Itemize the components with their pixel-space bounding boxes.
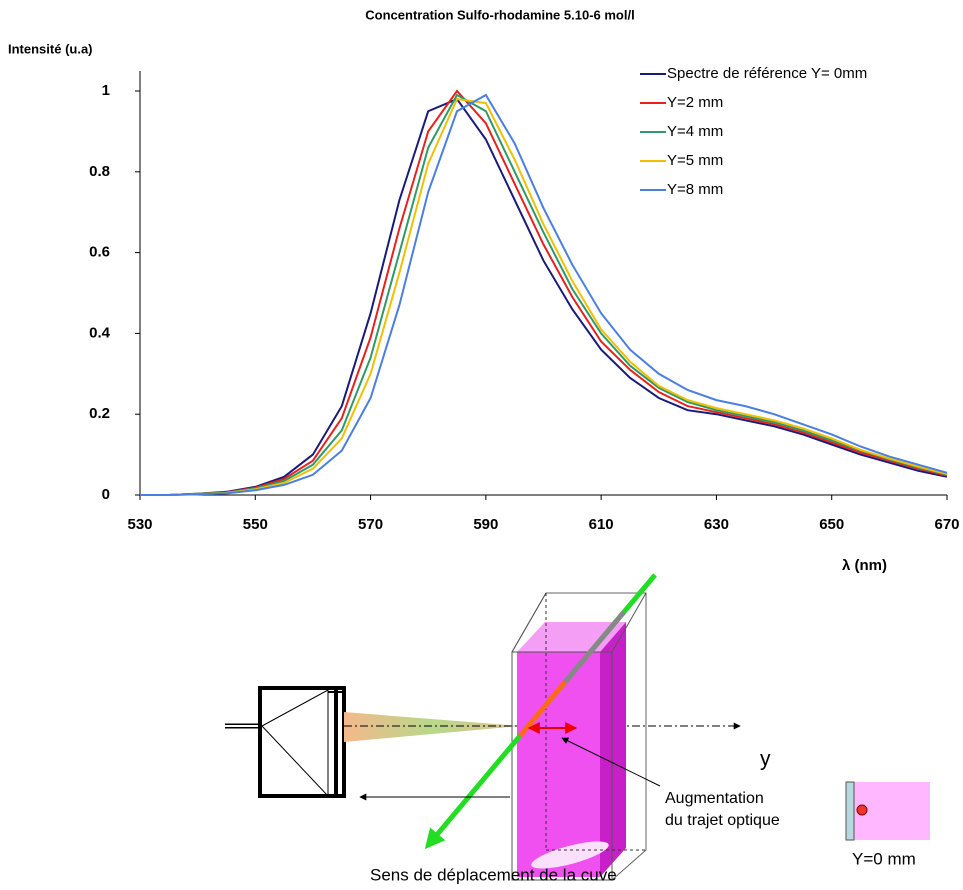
x-tick-label: 590 bbox=[473, 516, 498, 533]
inset-label: Y=0 mm bbox=[852, 849, 916, 868]
caption: Sens de déplacement de la cuve bbox=[370, 865, 617, 884]
diagram: y Augmentation du trajet optique Y=0 mm … bbox=[225, 573, 930, 884]
y-axis-label: Intensité (u.a) bbox=[8, 41, 93, 56]
legend-label: Y=4 mm bbox=[667, 123, 723, 140]
chart-title: Concentration Sulfo-rhodamine 5.10-6 mol… bbox=[365, 7, 634, 22]
y-tick-label: 0.4 bbox=[89, 324, 111, 341]
legend-label: Y=8 mm bbox=[667, 181, 723, 198]
x-tick-label: 610 bbox=[589, 516, 614, 533]
laser-path-lit bbox=[518, 680, 567, 738]
y-tick-label: 1 bbox=[102, 82, 110, 99]
x-tick-label: 550 bbox=[243, 516, 268, 533]
y-tick-label: 0.6 bbox=[89, 244, 110, 261]
series-line bbox=[140, 93, 948, 496]
inset-wall bbox=[845, 781, 855, 841]
y-tick-label: 0.8 bbox=[89, 163, 110, 180]
laser-path-grey bbox=[563, 610, 626, 684]
annotation: du trajet optique bbox=[665, 812, 780, 829]
annotation: Augmentation bbox=[665, 790, 764, 807]
x-axis-label: λ (nm) bbox=[842, 557, 887, 574]
camera-body bbox=[258, 686, 346, 798]
axis-y-label: y bbox=[760, 748, 771, 771]
edge bbox=[611, 592, 647, 653]
series-line bbox=[140, 98, 948, 496]
series-line bbox=[140, 93, 948, 496]
legend-label: Y=2 mm bbox=[667, 94, 723, 111]
plot: 0 0.2 0.4 0.6 0.8 1 530 550 570 590 610 630 650 670 Sp… bbox=[89, 65, 959, 533]
inset-dot bbox=[856, 804, 868, 816]
cuvette-front bbox=[511, 651, 613, 881]
light-cone bbox=[344, 712, 520, 742]
x-tick-label: 650 bbox=[819, 516, 844, 533]
x-tick-label: 670 bbox=[934, 516, 959, 533]
series-line bbox=[140, 89, 948, 496]
legend-label: Y=5 mm bbox=[667, 152, 723, 169]
edge bbox=[511, 592, 547, 653]
reflection bbox=[531, 841, 609, 869]
y-tick-label: 0.2 bbox=[89, 405, 110, 422]
legend-label: Spectre de référence Y= 0mm bbox=[667, 65, 867, 82]
series-line bbox=[140, 97, 948, 496]
x-tick-label: 570 bbox=[358, 516, 383, 533]
y-tick-label: 0 bbox=[102, 486, 110, 503]
x-tick-label: 630 bbox=[704, 516, 729, 533]
pointer bbox=[561, 737, 661, 787]
optics bbox=[261, 689, 329, 798]
liquid-side bbox=[600, 622, 626, 877]
x-tick-label: 530 bbox=[127, 516, 152, 533]
